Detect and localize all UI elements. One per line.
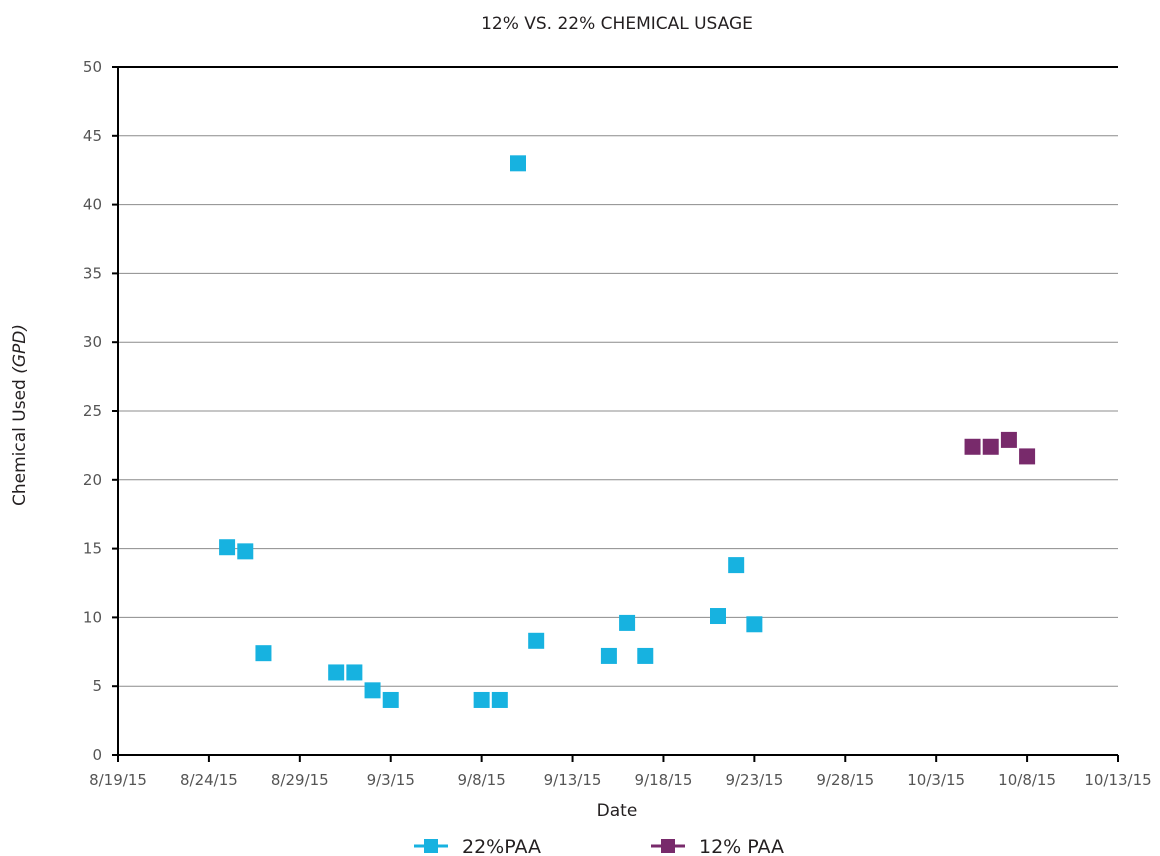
data-point-series-0-3 [328, 664, 345, 681]
legend-item-22paa: 22%PAA [414, 836, 541, 856]
x-tick-label: 9/3/15 [367, 771, 415, 789]
y-axis-title-main: Chemical Used [10, 374, 30, 506]
y-tick-label: 0 [92, 746, 102, 764]
y-tick-label: 5 [92, 677, 102, 695]
x-tick-label: 9/8/15 [457, 771, 505, 789]
x-tick-label: 9/23/15 [725, 771, 783, 789]
x-tick-label: 8/29/15 [271, 771, 329, 789]
data-point-series-0-11 [600, 647, 617, 664]
data-point-series-0-12 [619, 614, 636, 631]
x-tick-label: 10/8/15 [998, 771, 1056, 789]
x-tick-label: 8/24/15 [180, 771, 238, 789]
data-point-series-1-2 [1000, 431, 1017, 448]
data-point-series-0-6 [382, 691, 399, 708]
data-point-series-0-1 [237, 543, 254, 560]
data-point-series-0-5 [364, 682, 381, 699]
x-tick-label: 10/13/15 [1084, 771, 1151, 789]
data-point-series-0-2 [255, 645, 272, 662]
y-axis-title-unit: (GPD) [10, 324, 30, 374]
legend-label-12paa: 12% PAA [699, 836, 784, 856]
data-point-series-0-9 [510, 155, 526, 172]
y-tick-label: 45 [83, 127, 102, 145]
gridlines [118, 135, 1118, 687]
data-point-series-0-0 [219, 539, 236, 556]
x-tick-label: 8/19/15 [89, 771, 147, 789]
x-axis-title: Date [597, 801, 638, 821]
data-point-series-0-15 [728, 557, 745, 574]
legend-marker-22paa [424, 839, 438, 853]
y-tick-label: 30 [83, 333, 102, 351]
x-tick-label: 10/3/15 [907, 771, 965, 789]
data-point-series-1-1 [982, 438, 999, 455]
legend: 22%PAA 12% PAA [414, 836, 784, 856]
legend-label-22paa: 22%PAA [462, 836, 541, 856]
y-tick-label: 50 [83, 58, 102, 76]
y-tick-label: 40 [83, 196, 102, 214]
data-point-series-1-3 [1019, 448, 1036, 465]
x-tick-label: 9/18/15 [635, 771, 693, 789]
axes [112, 66, 1119, 762]
data-point-series-0-7 [473, 691, 490, 708]
y-tick-label: 15 [83, 540, 102, 558]
y-tick-label: 35 [83, 264, 102, 282]
data-point-series-0-8 [491, 691, 508, 708]
x-tick-label: 9/13/15 [544, 771, 602, 789]
legend-marker-12paa [661, 839, 675, 853]
data-point-series-0-14 [710, 608, 726, 625]
chart-title: 12% VS. 22% CHEMICAL USAGE [481, 14, 753, 34]
data-point-series-0-16 [746, 616, 763, 633]
y-tick-label: 20 [83, 471, 102, 489]
y-axis-title: Chemical Used (GPD) [10, 324, 30, 506]
data-points [219, 155, 1036, 708]
x-tick-label: 9/28/15 [816, 771, 874, 789]
legend-item-12paa: 12% PAA [651, 836, 784, 856]
y-tick-label: 10 [83, 608, 102, 626]
x-tick-labels: 8/19/15 8/24/15 8/29/15 9/3/15 9/8/15 9/13/15… [89, 771, 1152, 789]
data-point-series-0-10 [528, 632, 545, 649]
y-tick-labels: 0 5 10 15 20 25 30 35 40 45 50 [83, 58, 102, 764]
data-point-series-0-4 [346, 664, 363, 681]
y-tick-label: 25 [83, 402, 102, 420]
data-point-series-1-0 [964, 438, 981, 455]
data-point-series-0-13 [637, 647, 654, 664]
